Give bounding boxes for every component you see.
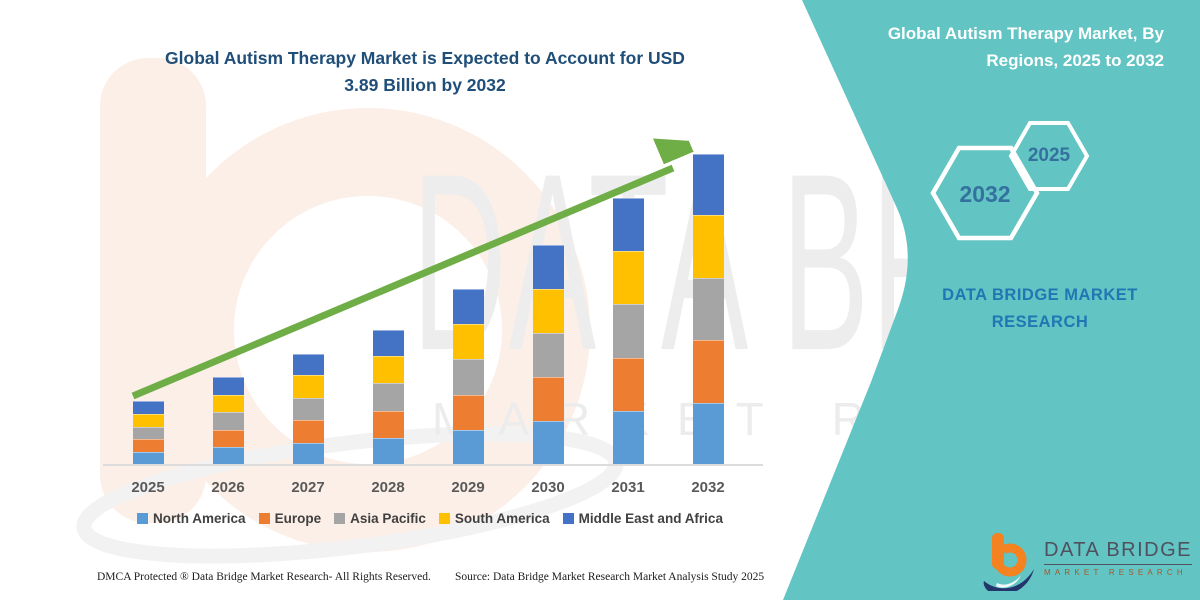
- legend-item-south-america: South America: [438, 511, 550, 526]
- x-axis-label-2025: 2025: [131, 479, 165, 496]
- x-axis-label-2026: 2026: [211, 479, 245, 496]
- bar-segment-south-america: [212, 394, 244, 413]
- bar-segment-north-america: [532, 421, 564, 465]
- x-axis-label-2032: 2032: [691, 479, 725, 496]
- bar-segment-middle-east-and-africa: [452, 289, 484, 325]
- bar-segment-asia-pacific: [532, 333, 564, 377]
- databridge-logo: DATA BRIDGE MARKET RESEARCH: [983, 531, 1193, 591]
- bar-segment-europe: [532, 377, 564, 421]
- bar-segment-middle-east-and-africa: [372, 329, 404, 357]
- legend-item-north-america: North America: [137, 511, 246, 526]
- bar-segment-middle-east-and-africa: [212, 377, 244, 395]
- chart-title-line1: Global Autism Therapy Market is Expected…: [165, 48, 685, 68]
- chart-legend: North America Europe Asia Pacific South Ame…: [85, 511, 775, 526]
- bar-segment-north-america: [212, 447, 244, 465]
- source-attribution-text: Source: Data Bridge Market Research Mark…: [455, 571, 765, 583]
- bar-segment-north-america: [292, 442, 324, 465]
- bar-segment-south-america: [372, 356, 404, 384]
- bar-segment-asia-pacific: [612, 304, 644, 358]
- bar-segment-europe: [292, 420, 324, 443]
- legend-label-middle-east-and-africa: Middle East and Africa: [578, 511, 723, 526]
- dmca-copyright-text: DMCA Protected ® Data Bridge Market Rese…: [97, 571, 431, 583]
- legend-swatch-europe: [258, 513, 270, 524]
- legend-swatch-middle-east-and-africa: [562, 513, 574, 524]
- panel-brand-line1: DATA BRIDGE MARKET: [942, 286, 1138, 304]
- bar-segment-north-america: [452, 429, 484, 465]
- bar-segment-asia-pacific: [372, 383, 404, 411]
- bar-segment-asia-pacific: [132, 426, 164, 440]
- bar-segment-europe: [692, 340, 724, 403]
- bar-segment-europe: [452, 394, 484, 430]
- x-axis-line: [103, 464, 763, 466]
- bar-2031: [612, 197, 644, 465]
- bar-2032: [692, 153, 724, 465]
- legend-label-asia-pacific: Asia Pacific: [350, 511, 426, 526]
- databridge-b-icon: [983, 533, 1034, 591]
- panel-brand-text: DATA BRIDGE MARKET RESEARCH: [912, 282, 1168, 336]
- bar-segment-south-america: [532, 289, 564, 333]
- bar-segment-north-america: [692, 402, 724, 465]
- bar-segment-middle-east-and-africa: [292, 353, 324, 376]
- x-axis-label-2027: 2027: [291, 479, 325, 496]
- bar-segment-north-america: [372, 437, 404, 465]
- bar-segment-north-america: [612, 411, 644, 465]
- bar-segment-europe: [212, 429, 244, 448]
- bar-2028: [372, 329, 404, 465]
- logo-text-block: DATA BRIDGE MARKET RESEARCH: [1044, 531, 1193, 577]
- bar-segment-europe: [132, 439, 164, 453]
- panel-title-line2: Regions, 2025 to 2032: [986, 51, 1164, 71]
- bar-segment-asia-pacific: [292, 397, 324, 421]
- legend-swatch-north-america: [137, 513, 149, 524]
- bar-segment-south-america: [612, 250, 644, 305]
- legend-label-north-america: North America: [153, 511, 246, 526]
- legend-item-europe: Europe: [258, 511, 322, 526]
- hexagon-2025-label: 2025: [1027, 145, 1071, 166]
- legend-label-europe: Europe: [274, 511, 322, 526]
- bar-segment-middle-east-and-africa: [532, 245, 564, 289]
- logo-name: DATA BRIDGE: [1044, 539, 1193, 565]
- x-axis-label-2029: 2029: [451, 479, 485, 496]
- bar-segment-south-america: [452, 324, 484, 360]
- legend-item-middle-east-and-africa: Middle East and Africa: [562, 511, 723, 526]
- bar-segment-asia-pacific: [452, 359, 484, 395]
- x-axis-label-2030: 2030: [531, 479, 565, 496]
- panel-title-line1: Global Autism Therapy Market, By: [887, 24, 1164, 43]
- panel-brand-line2: RESEARCH: [991, 313, 1089, 332]
- bar-segment-south-america: [292, 375, 324, 398]
- x-axis-label-2028: 2028: [371, 479, 405, 496]
- logo-tagline: MARKET RESEARCH: [1044, 568, 1187, 577]
- bar-segment-middle-east-and-africa: [692, 153, 724, 216]
- bar-2027: [292, 353, 324, 465]
- bar-segment-asia-pacific: [692, 277, 724, 341]
- bar-segment-middle-east-and-africa: [132, 401, 164, 414]
- legend-swatch-asia-pacific: [334, 513, 346, 524]
- hexagon-2032-label: 2032: [959, 181, 1011, 207]
- chart-title-line2: 3.89 Billion by 2032: [344, 75, 506, 96]
- bar-segment-europe: [372, 410, 404, 438]
- x-axis-label-2031: 2031: [611, 479, 645, 496]
- legend-label-south-america: South America: [454, 511, 550, 526]
- bar-segment-middle-east-and-africa: [612, 197, 644, 251]
- bar-2025: [132, 401, 164, 465]
- panel-title: Global Autism Therapy Market, By Regions…: [840, 20, 1164, 74]
- bar-segment-asia-pacific: [212, 412, 244, 430]
- bar-2026: [212, 377, 244, 465]
- bar-2030: [532, 245, 564, 465]
- bar-segment-europe: [612, 357, 644, 412]
- legend-swatch-south-america: [438, 513, 450, 524]
- bar-2029: [452, 289, 484, 465]
- bar-segment-south-america: [692, 215, 724, 278]
- legend-item-asia-pacific: Asia Pacific: [334, 511, 426, 526]
- bar-segment-south-america: [132, 413, 164, 427]
- chart-title: Global Autism Therapy Market is Expected…: [130, 45, 720, 99]
